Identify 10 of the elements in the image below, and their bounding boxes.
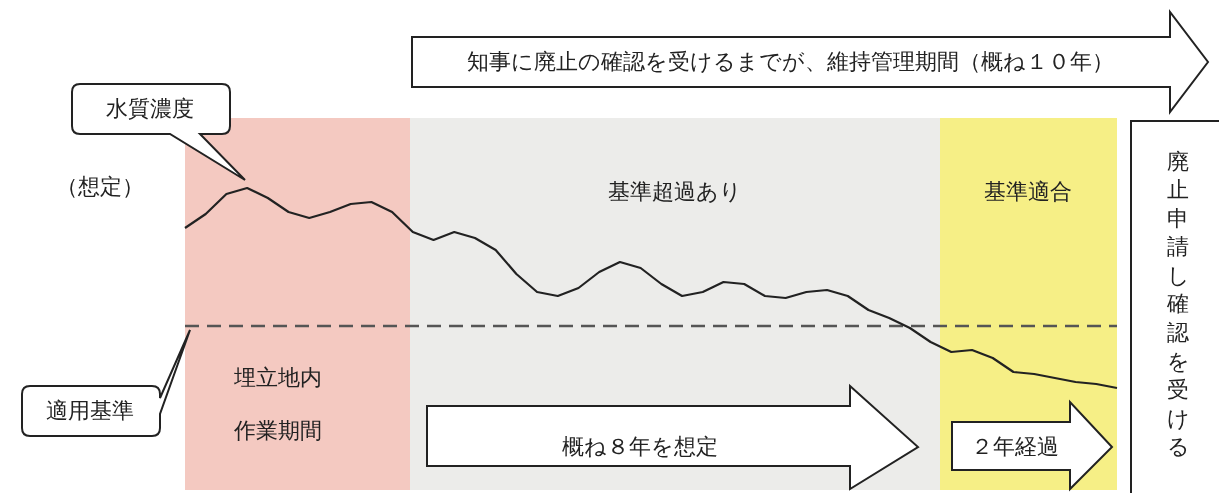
- text: 知事に廃止の確認を受けるまでが、維持管理期間（概ね１０年）: [466, 49, 1114, 75]
- annotation: 基準超過あり: [608, 179, 742, 205]
- text: 概ね８年を想定: [562, 434, 718, 460]
- text: 廃止申請し確認を受ける: [1166, 148, 1190, 460]
- text: 埋立地内作業期間: [234, 365, 322, 443]
- annotation: 基準適合: [984, 179, 1072, 205]
- text: （想定）: [56, 174, 144, 200]
- text: 適用基準: [46, 398, 134, 424]
- text: 水質濃度: [106, 96, 194, 122]
- text: ２年経過: [971, 434, 1059, 460]
